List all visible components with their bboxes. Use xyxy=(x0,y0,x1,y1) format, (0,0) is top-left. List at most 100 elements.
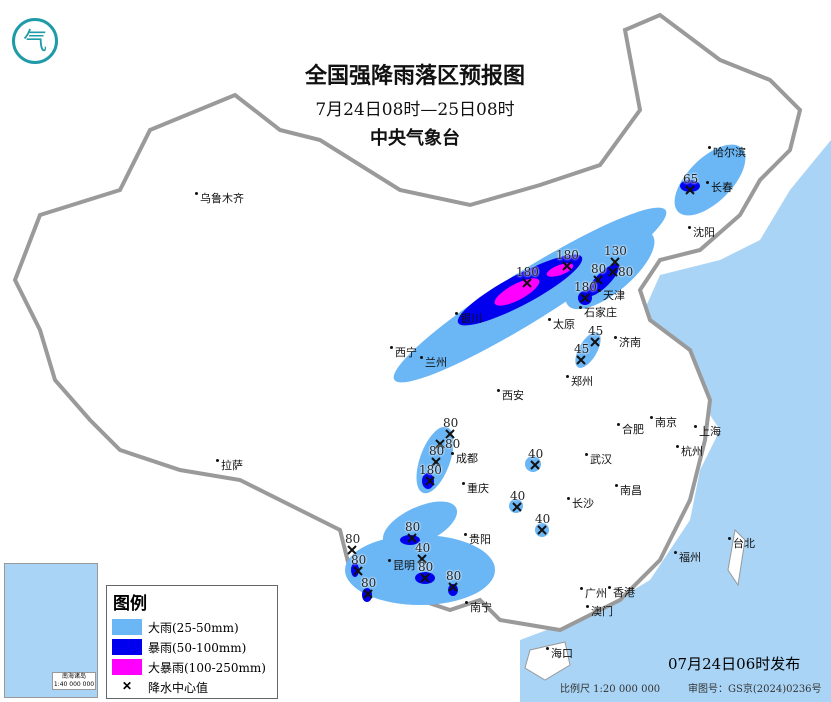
center-value: 40 xyxy=(535,512,551,526)
x-mark-icon xyxy=(537,525,547,535)
inset-scale: 1:40 000 000 xyxy=(53,681,95,688)
legend-label: 大暴雨(100-250mm) xyxy=(148,660,266,675)
rainstorm-area xyxy=(680,180,700,192)
legend-title: 图例 xyxy=(113,594,147,614)
city-label: 济南 xyxy=(614,336,641,349)
x-mark-icon xyxy=(522,278,532,288)
precipitation-center-markers xyxy=(347,185,695,599)
x-mark-icon xyxy=(590,337,600,347)
x-mark-icon xyxy=(347,545,357,555)
center-value: 45 xyxy=(574,342,590,356)
legend-item-heavy-rainstorm: 大暴雨(100-250mm) xyxy=(112,657,277,677)
center-value: 80 xyxy=(591,262,607,276)
city-label: 杭州 xyxy=(676,445,703,458)
x-mark-icon xyxy=(608,267,618,277)
center-value: 45 xyxy=(588,324,604,338)
center-value: 80 xyxy=(445,437,461,451)
center-value: 80 xyxy=(618,265,634,279)
center-value: 80 xyxy=(446,569,462,583)
x-mark-icon xyxy=(448,582,458,592)
rainstorm-area xyxy=(586,263,620,297)
center-value: 80 xyxy=(361,576,377,590)
swatch xyxy=(112,639,142,655)
inset-label: 南海诸岛 1:40 000 000 xyxy=(52,672,96,690)
x-mark-icon xyxy=(576,355,586,365)
city-label: 拉萨 xyxy=(216,459,243,472)
city-label: 武汉 xyxy=(585,453,612,466)
city-label: 南京 xyxy=(650,416,677,429)
rainstorm-area xyxy=(351,563,359,577)
swatch xyxy=(112,659,142,675)
center-value: 180 xyxy=(574,280,597,294)
center-value: 130 xyxy=(604,244,627,258)
city-label: 广州 xyxy=(580,587,607,600)
center-value: 80 xyxy=(429,444,445,458)
x-mark-icon xyxy=(445,429,455,439)
forecast-period: 7月24日08时—25日08时 xyxy=(315,100,515,120)
legend-label: 降水中心值 xyxy=(148,680,209,695)
approval-number: 审图号：GS京(2024)0236号 xyxy=(688,684,822,695)
x-mark-icon xyxy=(407,533,417,543)
city-label: 贵阳 xyxy=(464,533,491,546)
city-label: 福州 xyxy=(674,551,701,564)
city-label: 南昌 xyxy=(615,484,642,497)
rainstorm-area xyxy=(448,584,458,596)
legend-label: 大雨(25-50mm) xyxy=(148,620,239,635)
city-label: 南宁 xyxy=(465,601,492,614)
agency-name: 中央气象台 xyxy=(370,128,460,149)
city-label: 银川 xyxy=(455,312,482,325)
city-label: 成都 xyxy=(451,452,478,465)
rainstorm-area xyxy=(422,473,434,489)
x-mark-icon xyxy=(512,502,522,512)
x-mark-icon xyxy=(425,476,435,486)
city-label: 天津 xyxy=(598,289,625,302)
map-scale: 比例尺 1:20 000 000 xyxy=(560,684,661,695)
x-mark-icon xyxy=(562,261,572,271)
city-label: 重庆 xyxy=(462,482,489,495)
x-mark-icon xyxy=(353,566,363,576)
swatch xyxy=(112,619,142,635)
city-label: 香港 xyxy=(608,586,635,599)
center-value: 80 xyxy=(443,416,459,430)
center-value: 180 xyxy=(556,248,579,262)
center-value: 65 xyxy=(683,172,699,186)
center-value: 80 xyxy=(418,560,434,574)
center-value: 80 xyxy=(351,553,367,567)
x-mark-icon xyxy=(530,460,540,470)
cma-logo: 气 xyxy=(12,18,58,64)
city-label: 西安 xyxy=(497,389,524,402)
heavy-rain-area xyxy=(674,144,746,216)
city-label: 台北 xyxy=(728,537,755,550)
city-label: 哈尔滨 xyxy=(708,146,746,159)
x-mark-icon xyxy=(593,275,603,285)
city-label: 合肥 xyxy=(617,423,644,436)
x-mark-icon xyxy=(435,439,445,449)
china-outline xyxy=(12,12,803,633)
city-label: 太原 xyxy=(548,318,575,331)
x-mark-icon xyxy=(417,554,427,564)
city-label: 郑州 xyxy=(566,375,593,388)
legend-label: 暴雨(50-100mm) xyxy=(148,640,247,655)
city-label: 长春 xyxy=(706,181,733,194)
city-label: 昆明 xyxy=(388,559,415,572)
city-label: 石家庄 xyxy=(579,306,617,319)
map-title: 全国强降雨落区预报图 xyxy=(304,64,525,89)
city-label: 长沙 xyxy=(567,497,594,510)
legend-item-heavy-rain: 大雨(25-50mm) xyxy=(112,617,277,637)
city-label: 沈阳 xyxy=(688,226,715,239)
city-label: 西宁 xyxy=(390,346,417,359)
inset-title: 南海诸岛 xyxy=(61,673,86,680)
legend: 图例 大雨(25-50mm) 暴雨(50-100mm) 大暴雨(100-250m… xyxy=(106,585,278,699)
city-label: 乌鲁木齐 xyxy=(195,192,244,205)
legend-item-rainstorm: 暴雨(50-100mm) xyxy=(112,637,277,657)
legend-item-center: ✕ 降水中心值 xyxy=(112,677,277,697)
center-value: 40 xyxy=(528,447,544,461)
x-mark-icon: ✕ xyxy=(121,679,133,693)
x-mark-icon xyxy=(420,573,430,583)
city-label: 澳门 xyxy=(586,605,613,618)
city-label: 兰州 xyxy=(420,356,447,369)
x-mark-icon xyxy=(431,457,441,467)
center-value: 40 xyxy=(415,541,431,555)
